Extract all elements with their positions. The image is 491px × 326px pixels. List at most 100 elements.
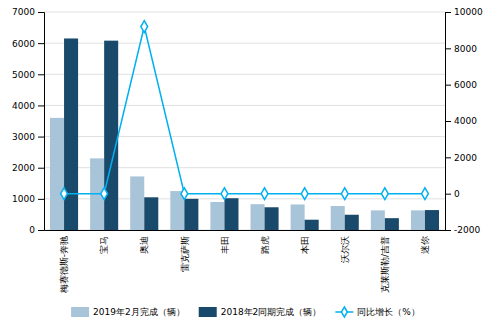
tick-label: 3000 (12, 132, 35, 142)
legend-label: 同比增长（%） (357, 307, 420, 317)
bar (104, 41, 118, 230)
tick-mark (38, 168, 44, 169)
marker (301, 188, 308, 200)
bar (305, 220, 319, 230)
legend-label: 2019年2月完成（辆） (93, 307, 185, 317)
marker (141, 21, 148, 33)
tick: 6000 (12, 39, 44, 49)
tick: 迷你 (420, 236, 430, 254)
marker (261, 188, 268, 200)
grid (44, 12, 445, 230)
marker (341, 188, 348, 200)
tick: 雷克萨斯 (180, 236, 190, 272)
bar (184, 199, 198, 230)
bar (411, 210, 425, 230)
tick-label: 5000 (12, 70, 35, 80)
legend-swatch (199, 307, 217, 317)
bar (345, 215, 359, 230)
bar (331, 206, 345, 230)
chart: 0 1000 2000 3000 4000 5000 6000 7000 -2000 0 2000 4… (0, 0, 491, 326)
tick: 梅赛德斯-奔驰 (59, 236, 69, 294)
tick: 沃尔沃 (340, 236, 350, 263)
bar (210, 202, 224, 230)
legend-item: 2018年2同期完成（辆） (199, 307, 322, 317)
bar (265, 207, 279, 230)
tick-label: 4000 (454, 116, 477, 126)
tick-mark (445, 194, 451, 195)
tick: 6000 (445, 80, 477, 90)
axis-line (45, 230, 446, 231)
tick-label: 8000 (454, 44, 477, 54)
legend-label: 2018年2同期完成（辆） (221, 307, 322, 317)
bar (291, 204, 305, 230)
tick-mark (445, 121, 451, 122)
y-axis: 0 1000 2000 3000 4000 5000 6000 7000 (12, 7, 44, 235)
marker (101, 188, 108, 200)
tick-label: 0 (454, 189, 460, 199)
tick: 8000 (445, 44, 477, 54)
tick-label: 10000 (454, 7, 483, 17)
tick-label: 1000 (12, 194, 35, 204)
bar (371, 210, 385, 230)
marker (181, 188, 188, 200)
tick-label: 奥迪 (139, 236, 149, 254)
tick: 1000 (12, 194, 44, 204)
bar (50, 118, 64, 230)
axis-line (446, 13, 452, 231)
marker (422, 188, 429, 200)
tick-label: 4000 (12, 101, 35, 111)
line-series (61, 21, 429, 200)
line (64, 27, 425, 194)
bar (64, 38, 78, 230)
legend-swatch (341, 307, 347, 317)
marker (221, 188, 228, 200)
tick: 7000 (12, 7, 44, 17)
tick: 本田 (300, 236, 310, 254)
bar-series (64, 38, 439, 230)
tick-label: 宝马 (99, 236, 109, 254)
x-axis: 梅赛德斯-奔驰 宝马 奥迪 雷克萨斯 丰田 路虎 本田 沃尔沃 克莱斯勒/吉普 迷你 (45, 231, 446, 295)
tick: 3000 (12, 132, 44, 142)
marker (381, 188, 388, 200)
tick-label: 本田 (300, 236, 310, 254)
tick: 路虎 (260, 236, 270, 254)
y2-axis: -2000 0 2000 4000 6000 8000 10000 (445, 7, 483, 235)
bar (130, 176, 144, 230)
bar (224, 198, 238, 230)
tick: 丰田 (220, 236, 230, 254)
tick-label: 沃尔沃 (340, 236, 350, 263)
tick: 4000 (12, 101, 44, 111)
axis-line (38, 13, 45, 231)
tick-label: 7000 (12, 7, 35, 17)
tick: 克莱斯勒/吉普 (380, 236, 390, 293)
tick-mark (38, 199, 44, 200)
bar (385, 218, 399, 230)
tick: 5000 (12, 70, 44, 80)
legend: 2019年2月完成（辆） 2018年2同期完成（辆） 同比增长（%） (71, 307, 420, 317)
tick-label: 6000 (12, 39, 35, 49)
tick-mark (38, 43, 44, 44)
tick-mark (445, 48, 451, 49)
tick-label: 梅赛德斯-奔驰 (59, 236, 69, 294)
tick-label: -2000 (454, 225, 480, 235)
tick-label: 0 (29, 225, 35, 235)
bar (251, 204, 265, 230)
grid-line (44, 12, 445, 13)
tick-mark (38, 74, 44, 75)
marks (50, 21, 439, 230)
tick: 宝马 (99, 236, 109, 254)
tick-mark (445, 230, 451, 231)
tick-mark (38, 230, 44, 231)
tick-label: 雷克萨斯 (180, 236, 190, 272)
tick: 0 (29, 225, 44, 235)
tick-mark (38, 105, 44, 106)
tick-label: 路虎 (260, 236, 270, 254)
plot: 0 1000 2000 3000 4000 5000 6000 7000 -2000 0 2000 4… (12, 7, 483, 294)
legend-item: 同比增长（%） (335, 307, 420, 317)
tick: 2000 (445, 153, 477, 163)
bar (144, 197, 158, 230)
tick-label: 6000 (454, 80, 477, 90)
tick: 10000 (445, 7, 483, 17)
tick-mark (445, 12, 451, 13)
tick-label: 2000 (12, 163, 35, 173)
